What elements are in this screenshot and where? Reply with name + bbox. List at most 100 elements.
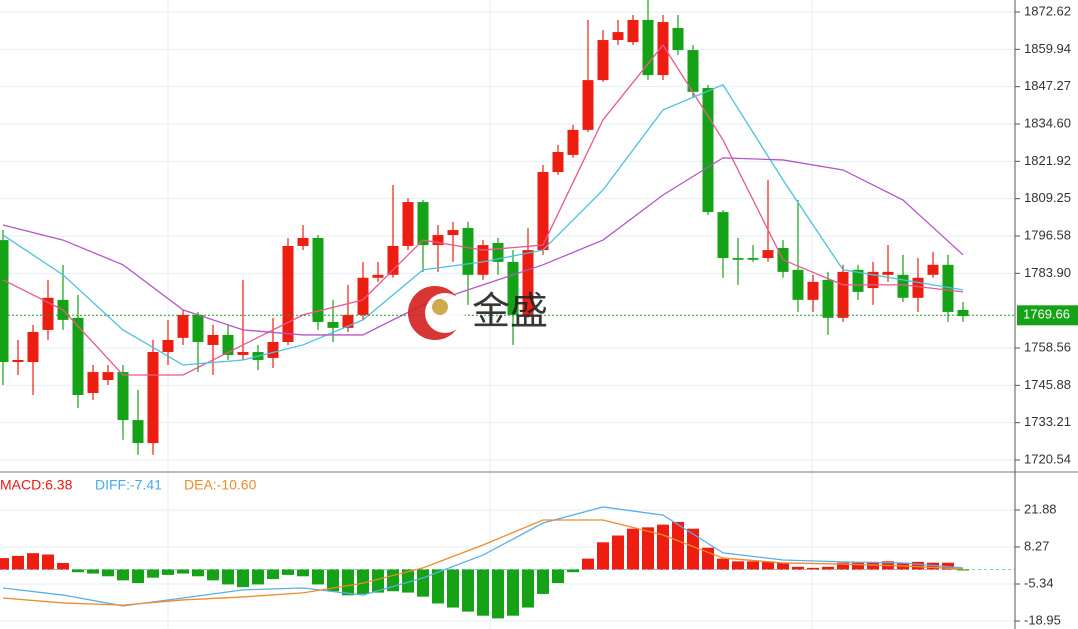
candle-body [702,88,714,213]
y-tick-label: 1796.58 [1024,227,1071,242]
diff-label: DIFF:-7.41 [95,477,162,493]
candle-body [942,264,954,312]
macd-bar [552,569,564,584]
macd-bar [537,569,549,594]
macd-bar [717,558,729,570]
macd-bar [822,566,834,570]
candle-body [792,269,804,300]
y-tick-label: 1821.92 [1024,153,1071,168]
macd-bar [102,569,114,577]
candle-body [297,238,309,246]
watermark: 金盛 [408,286,548,340]
candle-body [12,359,24,363]
macd-bar [852,562,864,570]
macd-bar [957,569,969,571]
candle-body [867,271,879,289]
candle-body [747,258,759,260]
candle-body [282,245,294,342]
candle-body [237,352,249,355]
y-tick-label: -5.34 [1024,575,1054,590]
candle-body [537,172,549,251]
line-series [2,43,964,376]
candle-body [357,277,369,315]
dea-label: DEA:-10.60 [184,477,257,493]
macd-bar [612,535,624,570]
candle-body [72,317,84,396]
candle-body [627,20,639,43]
candle-body [852,269,864,292]
y-tick-label: 1758.56 [1024,339,1071,354]
macd-bar [792,566,804,570]
candle-body [207,334,219,345]
macd-bar [567,569,579,573]
macd-bar [87,569,99,574]
macd-bar [162,569,174,575]
candle-body [717,212,729,259]
macd-bar [42,554,54,570]
line-series [2,506,964,607]
macd-bar [357,569,369,594]
macd-label: MACD:6.38 [0,477,73,493]
candle-body [462,227,474,275]
y-tick-label: 8.27 [1024,538,1049,553]
candle-body [162,339,174,353]
macd-bar [447,569,459,608]
logo [432,299,448,315]
candle-body [432,235,444,246]
macd-bar [777,562,789,570]
candle-body [42,297,54,330]
macd-bar [132,569,144,584]
macd-bar [372,569,384,593]
candle-body [477,245,489,275]
macd-bar [27,553,39,570]
macd-bar [687,528,699,570]
macd-bar [672,521,684,570]
macd-bar [342,569,354,596]
candle-body [117,372,129,421]
y-tick-label: 1834.60 [1024,115,1071,130]
candle-body [927,264,939,275]
macd-bar [867,561,879,570]
macd-bar [807,567,819,570]
candle-body [507,261,519,315]
macd-bar [837,562,849,570]
candle-body [762,250,774,259]
candle-body [552,151,564,173]
candle-body [642,20,654,76]
last-price-label: 1769.66 [1023,307,1070,322]
y-tick-label: 1872.62 [1024,3,1071,18]
candle-body [912,277,924,298]
macd-bar [492,569,504,619]
candle-body [822,279,834,318]
candle-body [492,243,504,262]
candle-body [567,129,579,155]
candle-body [402,202,414,246]
macd-bar [597,542,609,570]
macd-bar [327,569,339,592]
candle-body [0,240,9,363]
macd-bar [477,569,489,616]
last-price-tag [1017,305,1078,326]
candle-body [312,238,324,322]
candle-body [147,352,159,444]
y-tick-label: 21.88 [1024,501,1057,516]
macd-bar [417,569,429,597]
macd-bar [402,569,414,593]
candle-body [372,274,384,278]
candle-body [267,341,279,358]
macd-bar [117,569,129,581]
candle-body [882,271,894,275]
candle-body [192,314,204,342]
candle-body [522,250,534,315]
candle-body [447,230,459,236]
macd-bar [312,569,324,585]
macd-bar [732,561,744,570]
macd-bar [267,569,279,580]
candle-body [597,40,609,81]
macd-bar [507,569,519,616]
candle-body [222,334,234,355]
y-tick-label: 1847.27 [1024,78,1071,93]
candle-body [957,309,969,317]
line-series [2,519,964,606]
